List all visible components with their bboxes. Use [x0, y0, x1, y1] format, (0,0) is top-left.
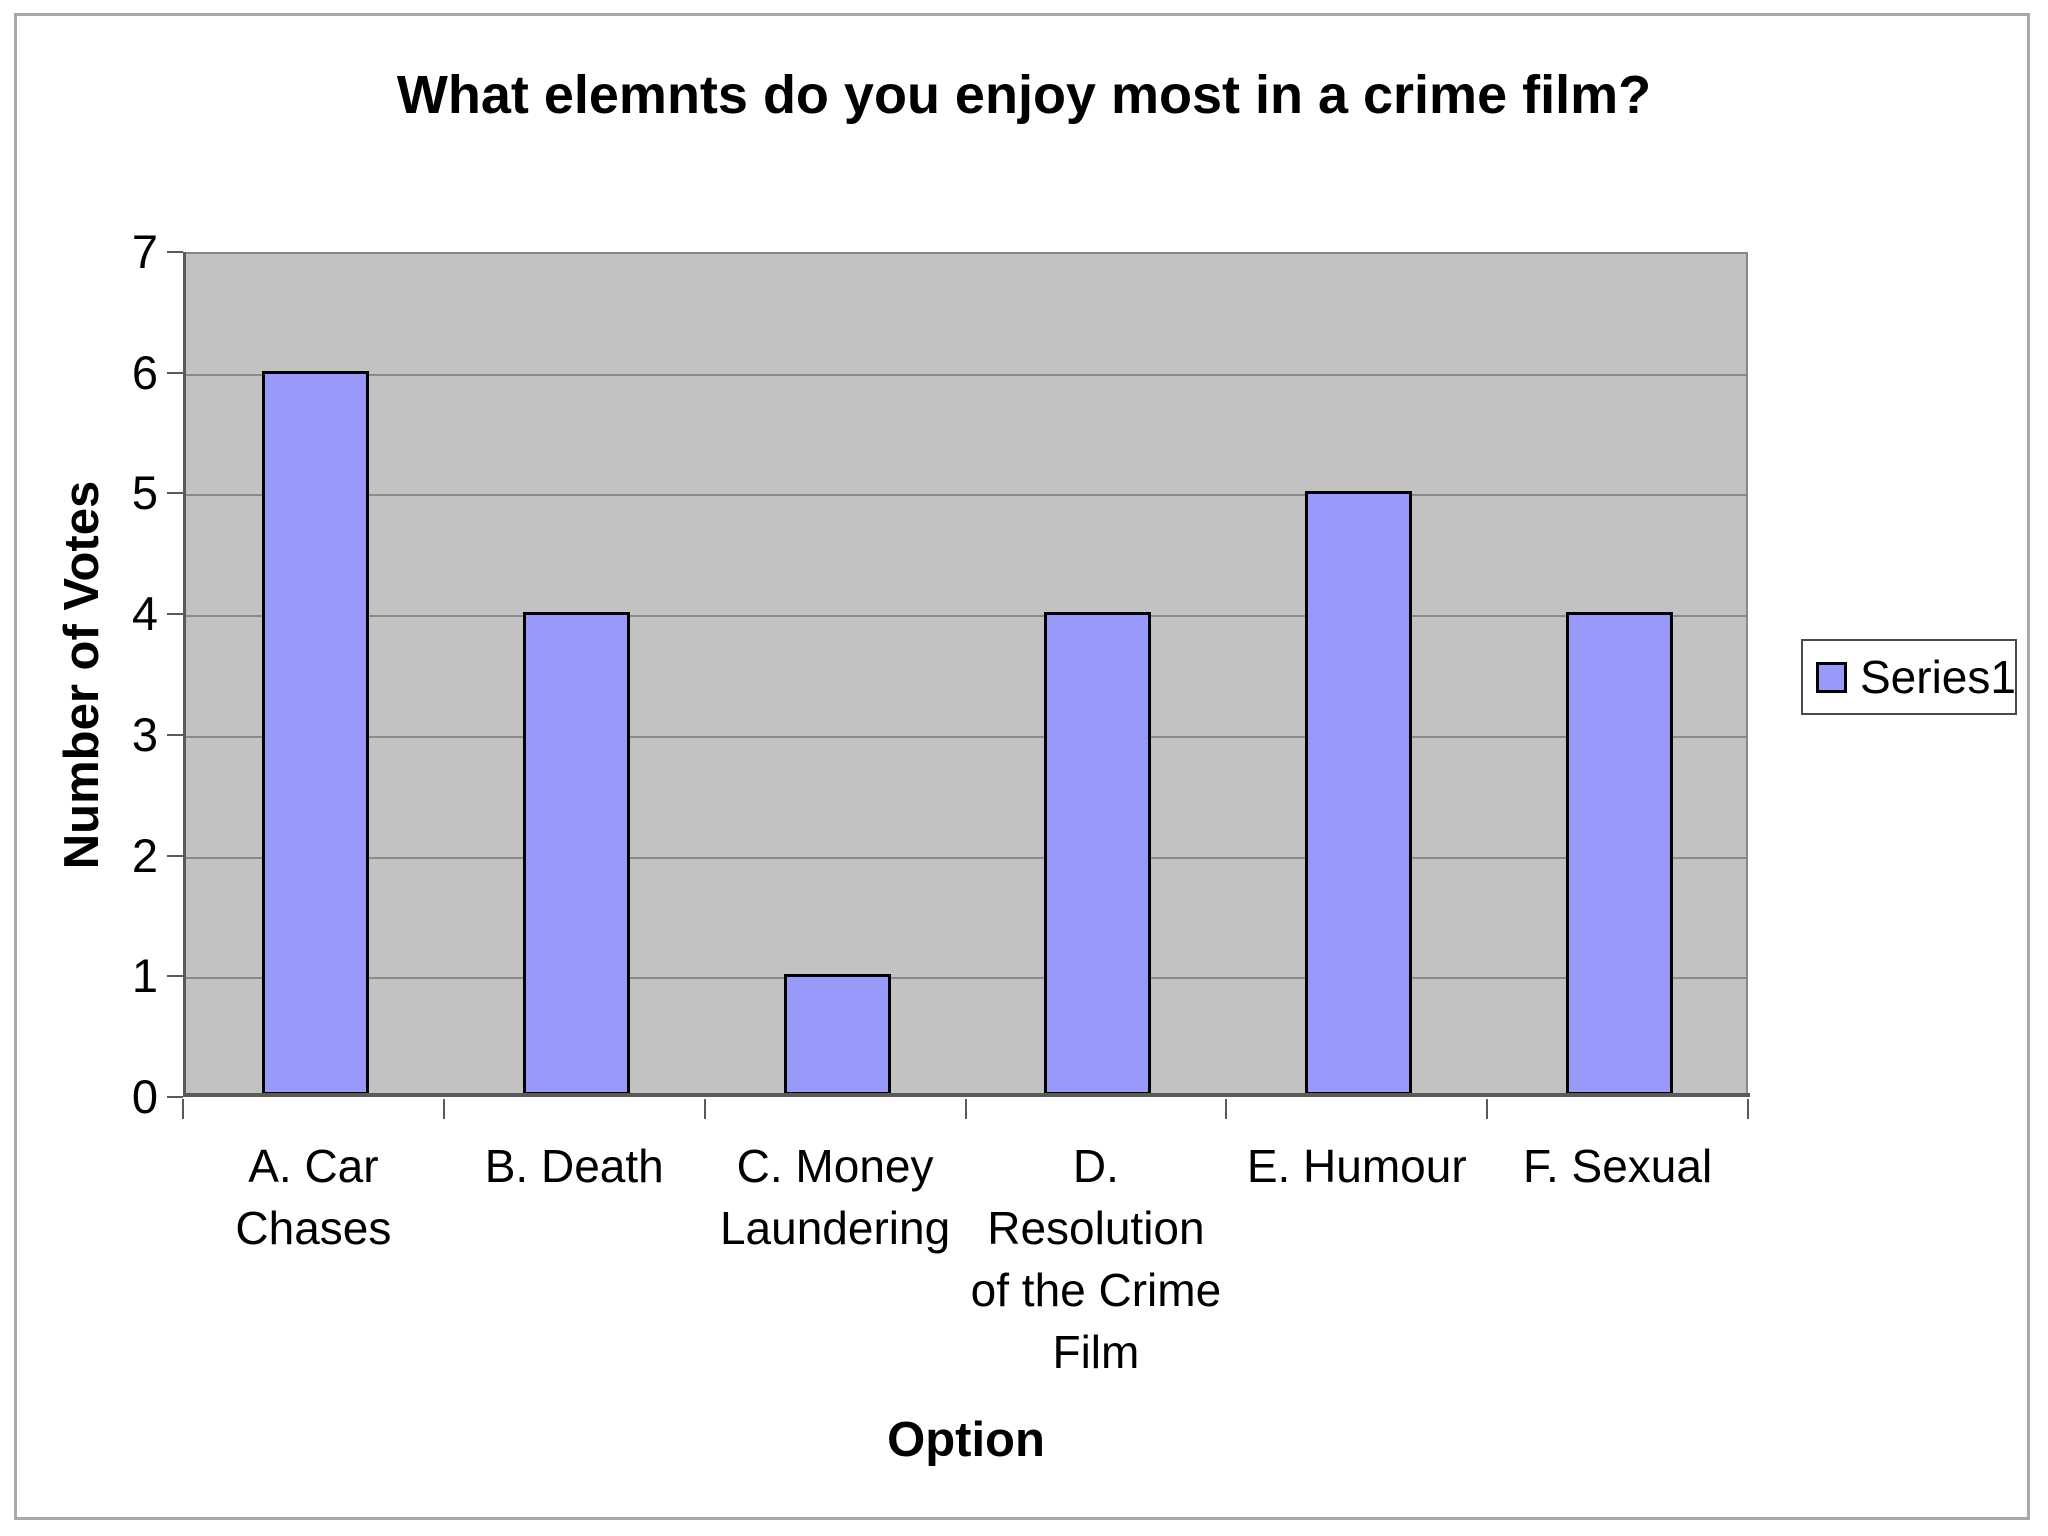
gridline — [185, 856, 1746, 859]
y-axis-line — [183, 252, 186, 1097]
legend-series1-swatch-icon — [1816, 661, 1847, 693]
y-tick-label: 2 — [131, 828, 158, 882]
chart-title: What elemnts do you enjoy most in a crim… — [396, 65, 1652, 125]
x-tick-mark — [1225, 1099, 1228, 1119]
gridline — [185, 615, 1746, 618]
gridline — [185, 735, 1746, 738]
x-axis-line — [183, 1093, 1750, 1097]
y-tick-mark — [167, 854, 183, 857]
y-tick-mark — [167, 975, 183, 978]
bar-d — [1044, 612, 1152, 1095]
y-tick-label: 5 — [131, 466, 158, 520]
x-category-label: C. Money Laundering — [719, 1140, 951, 1254]
y-tick-label: 0 — [131, 1070, 158, 1123]
y-tick-mark — [167, 371, 183, 374]
bar-e — [1305, 491, 1413, 1095]
y-tick-mark — [167, 1096, 183, 1098]
x-category-label: E. Humour — [1246, 1140, 1467, 1192]
bar-f — [1566, 612, 1674, 1095]
gridline — [185, 494, 1746, 497]
gridline — [185, 977, 1746, 980]
x-category-label: A. Car Chases — [235, 1140, 392, 1254]
y-tick-label: 7 — [131, 225, 158, 278]
x-tick-mark — [964, 1099, 967, 1119]
bar-a — [261, 370, 369, 1095]
legend: Series1 — [1801, 639, 2017, 715]
y-tick-mark — [167, 492, 183, 495]
x-category-label: D. Resolution of the Crime Film — [970, 1140, 1222, 1378]
gridline — [185, 373, 1746, 376]
legend-series1-label: Series1 — [1860, 651, 2016, 703]
y-tick-mark — [167, 613, 183, 616]
y-tick-mark — [167, 733, 183, 736]
x-category-label: B. Death — [484, 1140, 664, 1192]
y-tick-mark — [167, 251, 183, 253]
x-tick-mark — [182, 1099, 184, 1119]
y-tick-label: 4 — [131, 587, 158, 641]
y-axis-title: Number of Votes — [55, 480, 109, 870]
x-tick-mark — [442, 1099, 445, 1119]
x-tick-mark — [1747, 1099, 1749, 1119]
y-tick-label: 1 — [131, 949, 158, 1003]
x-tick-mark — [703, 1099, 706, 1119]
bar-b — [522, 612, 630, 1095]
x-category-label: F. Sexual — [1522, 1140, 1713, 1192]
chart-outer-border — [14, 13, 2030, 1520]
plot-area — [183, 252, 1748, 1097]
x-tick-mark — [1486, 1099, 1489, 1119]
y-tick-label: 6 — [131, 345, 158, 399]
x-axis-title: Option — [887, 1413, 1045, 1467]
y-tick-label: 3 — [131, 707, 158, 761]
bar-c — [783, 974, 891, 1095]
